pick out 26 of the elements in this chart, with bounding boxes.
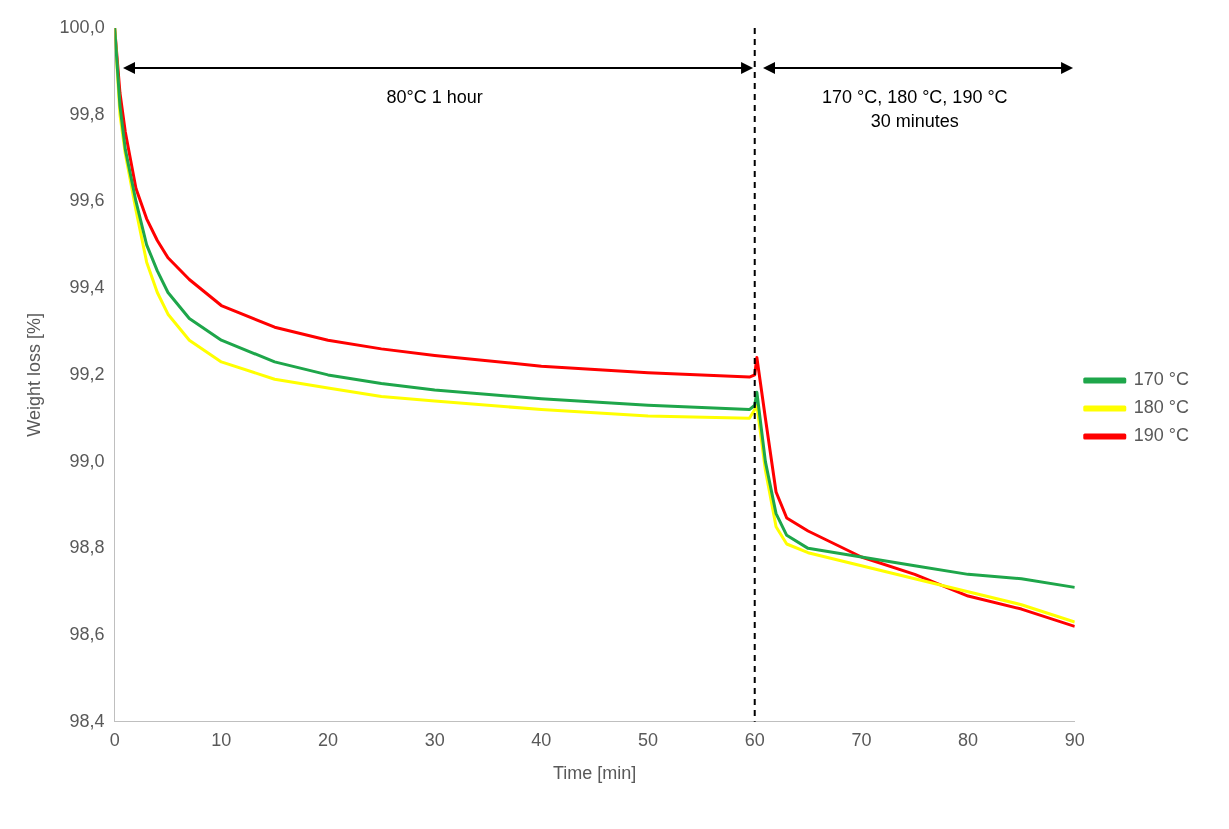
y-tick-label: 99,6 [69, 190, 105, 211]
legend-label: 190 °C [1133, 425, 1189, 446]
y-tick-label: 99,0 [69, 450, 105, 471]
x-tick-label: 20 [317, 729, 339, 750]
x-tick-label: 0 [109, 729, 120, 750]
x-tick-label: 60 [744, 729, 765, 750]
y-tick-label: 98,6 [69, 624, 105, 645]
y-tick-label: 99,2 [69, 363, 105, 384]
legend-label: 170 °C [1133, 369, 1189, 390]
y-tick-label: 100,0 [59, 16, 105, 37]
annotation: 170 °C, 180 °C, 190 °C 30 minutes [821, 86, 1008, 131]
y-tick-label: 98,4 [69, 710, 105, 731]
y-tick-label: 98,8 [69, 537, 105, 558]
y-tick-label: 99,8 [69, 103, 105, 124]
x-tick-label: 70 [851, 729, 872, 750]
annotation: 80°C 1 hour [386, 86, 483, 107]
legend-label: 180 °C [1133, 397, 1189, 418]
x-tick-label: 80 [958, 729, 979, 750]
x-tick-label: 40 [531, 729, 552, 750]
x-tick-label: 50 [638, 729, 659, 750]
x-tick-label: 90 [1064, 729, 1085, 750]
y-axis-title: Weight loss [%] [23, 313, 44, 437]
x-axis-title: Time [min] [553, 763, 637, 784]
x-tick-label: 30 [424, 729, 445, 750]
y-tick-label: 99,4 [69, 277, 105, 298]
x-tick-label: 10 [211, 729, 232, 750]
